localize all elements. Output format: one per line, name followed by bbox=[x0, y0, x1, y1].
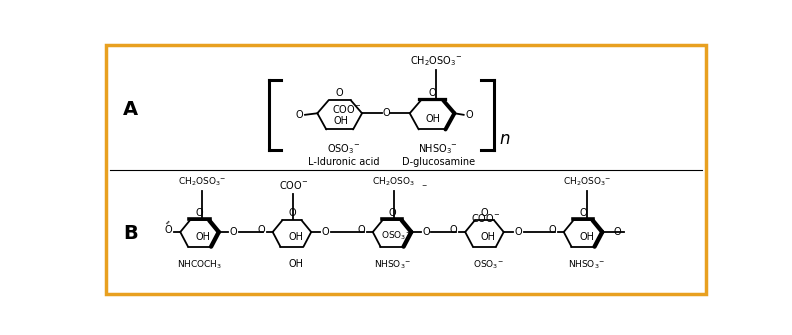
Text: O: O bbox=[357, 225, 365, 236]
Text: COO$^{-}$: COO$^{-}$ bbox=[332, 103, 361, 115]
Text: O: O bbox=[336, 88, 344, 98]
Text: CH$_2$OSO$_3$$^{-}$: CH$_2$OSO$_3$$^{-}$ bbox=[177, 176, 226, 188]
Text: O: O bbox=[230, 227, 237, 237]
Text: O: O bbox=[428, 88, 436, 98]
Text: D-glucosamine: D-glucosamine bbox=[402, 157, 474, 167]
Text: NHCOCH$_3$: NHCOCH$_3$ bbox=[177, 259, 222, 271]
Text: OSO$_3$$^{-}$: OSO$_3$$^{-}$ bbox=[473, 259, 504, 271]
Text: A: A bbox=[123, 100, 138, 119]
Text: OSO$_3$$^{-}$: OSO$_3$$^{-}$ bbox=[381, 229, 412, 242]
Text: OH: OH bbox=[196, 231, 211, 242]
Text: O: O bbox=[613, 227, 621, 237]
Text: CH$_2$OSO$_3$$^{-}$: CH$_2$OSO$_3$$^{-}$ bbox=[562, 176, 611, 188]
Text: O: O bbox=[579, 208, 587, 218]
Text: NHSO$_3$$^{-}$: NHSO$_3$$^{-}$ bbox=[374, 259, 410, 271]
Text: OH: OH bbox=[426, 114, 441, 124]
Text: OH: OH bbox=[288, 231, 303, 242]
Text: O: O bbox=[257, 225, 265, 236]
Text: O: O bbox=[322, 227, 329, 237]
Text: CH$_2$OSO$_3$: CH$_2$OSO$_3$ bbox=[372, 176, 415, 188]
Text: O: O bbox=[481, 208, 488, 218]
Text: O: O bbox=[165, 225, 173, 236]
Text: OH: OH bbox=[333, 116, 348, 126]
Text: OSO$_3$$^{-}$: OSO$_3$$^{-}$ bbox=[327, 142, 360, 155]
Text: OH: OH bbox=[481, 231, 496, 242]
Text: O: O bbox=[465, 110, 473, 120]
Text: CH$_2$OSO$_3$$^{-}$: CH$_2$OSO$_3$$^{-}$ bbox=[409, 54, 462, 68]
Text: OH: OH bbox=[288, 259, 303, 269]
Text: B: B bbox=[123, 224, 138, 243]
Text: O: O bbox=[388, 208, 396, 218]
Text: O: O bbox=[515, 227, 522, 237]
Text: O: O bbox=[548, 225, 556, 236]
Text: ': ' bbox=[157, 219, 169, 232]
Text: NHSO$_3$$^{-}$: NHSO$_3$$^{-}$ bbox=[418, 142, 459, 155]
Text: COO$^{-}$: COO$^{-}$ bbox=[470, 212, 500, 224]
Text: n: n bbox=[500, 130, 510, 148]
Text: COO$^{-}$: COO$^{-}$ bbox=[279, 179, 308, 191]
Text: O: O bbox=[450, 225, 458, 236]
Text: O: O bbox=[288, 208, 295, 218]
Text: NHSO$_3$$^{-}$: NHSO$_3$$^{-}$ bbox=[569, 259, 605, 271]
Text: OH: OH bbox=[579, 231, 594, 242]
Text: O: O bbox=[382, 108, 390, 118]
Text: O: O bbox=[422, 227, 430, 237]
Text: L-Iduronic acid: L-Iduronic acid bbox=[308, 157, 379, 167]
Text: O: O bbox=[296, 110, 303, 120]
Text: O: O bbox=[196, 208, 204, 218]
Text: $^{-}$: $^{-}$ bbox=[421, 182, 428, 191]
